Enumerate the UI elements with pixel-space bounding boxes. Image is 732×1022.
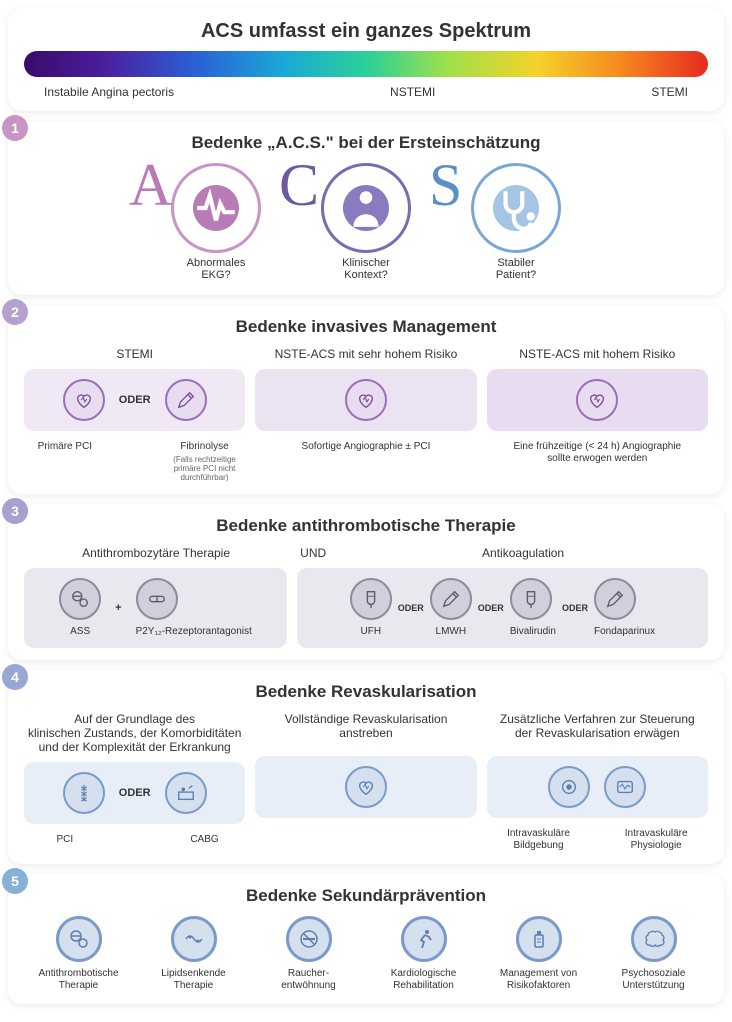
s3-drug: UFH — [350, 578, 392, 638]
s3-drug: P2Y₁₂-Rezeptorantagonist — [136, 578, 252, 638]
separator: + — [115, 602, 121, 614]
s5-item: Raucher-entwöhnung — [254, 916, 363, 992]
s4-box-title: Auf der Grundlage desklinischen Zustands… — [24, 712, 245, 754]
s2-option — [165, 379, 207, 421]
badge-4: 4 — [2, 664, 28, 690]
s5-item: KardiologischeRehabilitation — [369, 916, 478, 992]
s2-caption: Sofortige Angiographie ± PCI — [255, 441, 476, 453]
s3-drug: LMWH — [430, 578, 472, 638]
s5-item: Management vonRisikofaktoren — [484, 916, 593, 992]
s3-right-label: Antikoagulation — [338, 546, 708, 560]
s1-caption: KlinischerKontext? — [321, 257, 411, 281]
section-3: 3 Bedenke antithrombotische Therapie Ant… — [8, 504, 724, 660]
s4-box: Vollständige Revaskularisationanstreben — [255, 712, 476, 852]
s3-title: Bedenke antithrombotische Therapie — [24, 516, 708, 536]
s3-caption: Fondaparinux — [594, 626, 655, 638]
separator: ODER — [562, 603, 588, 613]
s3-left-label: Antithrombozytäre Therapie — [24, 546, 288, 560]
spectrum-label: NSTEMI — [390, 85, 435, 99]
s4-option — [604, 766, 646, 808]
section-1: 1 Bedenke „A.C.S." bei der Ersteinschätz… — [8, 121, 724, 295]
s4-option — [548, 766, 590, 808]
header-card: ACS umfasst ein ganzes Spektrum Instabil… — [8, 8, 724, 111]
spectrum-label: Instabile Angina pectoris — [44, 85, 174, 99]
s1-item: C KlinischerKontext? — [321, 163, 411, 281]
s2-caption: Eine frühzeitige (< 24 h) Angiographieso… — [487, 441, 708, 465]
s2-title: Bedenke invasives Management — [24, 317, 708, 337]
s4-caption: PCI — [24, 834, 106, 846]
letter-icon: C — [279, 155, 319, 215]
s5-title: Bedenke Sekundärprävention — [24, 886, 708, 906]
s4-option — [345, 766, 387, 808]
s5-caption: Raucher-entwöhnung — [254, 968, 363, 992]
s2-option — [345, 379, 387, 421]
s5-caption: KardiologischeRehabilitation — [369, 968, 478, 992]
s5-caption: LipidsenkendeTherapie — [139, 968, 248, 992]
s3-drug: Bivalirudin — [510, 578, 556, 638]
s5-caption: AntithrombotischeTherapie — [24, 968, 133, 992]
s2-note: (Falls rechtzeitige primäre PCI nicht du… — [164, 455, 246, 482]
s2-option — [576, 379, 618, 421]
separator: ODER — [119, 394, 151, 406]
s3-drug: ASS — [59, 578, 101, 638]
s2-caption: Fibrinolyse — [164, 441, 246, 453]
s1-title: Bedenke „A.C.S." bei der Ersteinschätzun… — [24, 133, 708, 153]
s5-item: LipidsenkendeTherapie — [139, 916, 248, 992]
spectrum-labels: Instabile Angina pectoris NSTEMI STEMI — [24, 85, 708, 99]
spectrum-bar — [24, 51, 708, 77]
s3-left-box: ASS + P2Y₁₂-Rezeptorantagonist — [24, 568, 287, 648]
s2-caption: Primäre PCI — [24, 441, 106, 453]
s1-item: A AbnormalesEKG? — [171, 163, 261, 281]
s2-box-title: NSTE-ACS mit sehr hohem Risiko — [255, 347, 476, 361]
spectrum-label: STEMI — [651, 85, 688, 99]
letter-icon: S — [429, 155, 462, 215]
s3-caption: Bivalirudin — [510, 626, 556, 638]
s2-option — [63, 379, 105, 421]
s5-caption: Management vonRisikofaktoren — [484, 968, 593, 992]
s1-caption: StabilerPatient? — [471, 257, 561, 281]
s4-caption: Intravaskuläre Physiologie — [604, 828, 708, 852]
separator: ODER — [119, 787, 151, 799]
separator: ODER — [478, 603, 504, 613]
s5-caption: PsychosozialeUnterstützung — [599, 968, 708, 992]
badge-1: 1 — [2, 115, 28, 141]
s2-box: NSTE-ACS mit hohem Risiko Eine frühzeiti… — [487, 347, 708, 482]
section-2: 2 Bedenke invasives Management STEMI ODE… — [8, 305, 724, 494]
s2-box-title: NSTE-ACS mit hohem Risiko — [487, 347, 708, 361]
s2-box: NSTE-ACS mit sehr hohem Risiko Sofortige… — [255, 347, 476, 482]
s1-item: S StabilerPatient? — [471, 163, 561, 281]
separator: ODER — [398, 603, 424, 613]
s1-caption: AbnormalesEKG? — [171, 257, 261, 281]
s4-title: Bedenke Revaskularisation — [24, 682, 708, 702]
s2-box: STEMI ODER Primäre PCI Fibrinolyse (Falls … — [24, 347, 245, 482]
s3-right-box: UFH ODER LMWH ODER Bivalirudin ODER Fondaparin… — [297, 568, 708, 648]
s4-option — [165, 772, 207, 814]
s3-caption: P2Y₁₂-Rezeptorantagonist — [136, 626, 252, 638]
s3-caption: ASS — [59, 626, 101, 638]
badge-2: 2 — [2, 299, 28, 325]
s5-item: PsychosozialeUnterstützung — [599, 916, 708, 992]
s4-caption: CABG — [164, 834, 246, 846]
s3-caption: LMWH — [430, 626, 472, 638]
section-4: 4 Bedenke Revaskularisation Auf der Grun… — [8, 670, 724, 864]
s2-box-title: STEMI — [24, 347, 245, 361]
main-title: ACS umfasst ein ganzes Spektrum — [24, 20, 708, 43]
s4-box: Zusätzliche Verfahren zur Steuerungder R… — [487, 712, 708, 852]
s4-box-title: Zusätzliche Verfahren zur Steuerungder R… — [487, 712, 708, 748]
s4-box: Auf der Grundlage desklinischen Zustands… — [24, 712, 245, 852]
s4-option — [63, 772, 105, 814]
s3-mid-label: UND — [288, 546, 338, 560]
s3-caption: UFH — [350, 626, 392, 638]
s5-item: AntithrombotischeTherapie — [24, 916, 133, 992]
s4-box-title: Vollständige Revaskularisationanstreben — [255, 712, 476, 748]
letter-icon: A — [129, 155, 172, 215]
s3-drug: Fondaparinux — [594, 578, 655, 638]
s3-header: Antithrombozytäre Therapie UND Antikoagu… — [24, 546, 708, 560]
badge-3: 3 — [2, 498, 28, 524]
s4-caption: Intravaskuläre Bildgebung — [487, 828, 591, 852]
section-5: 5 Bedenke Sekundärprävention Antithrombo… — [8, 874, 724, 1004]
badge-5: 5 — [2, 868, 28, 894]
